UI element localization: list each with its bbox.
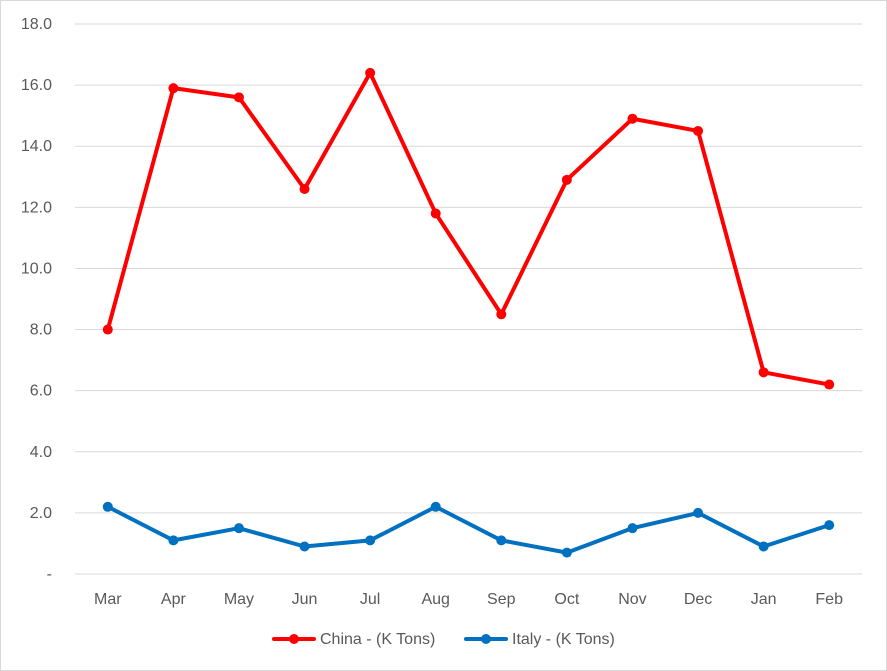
data-point — [758, 367, 769, 378]
data-point — [430, 501, 441, 512]
data-point — [496, 535, 507, 546]
x-tick-label: Jan — [751, 591, 777, 608]
data-point — [561, 547, 572, 558]
data-point — [365, 67, 376, 78]
x-tick-label: Jun — [292, 591, 318, 608]
data-point — [693, 507, 704, 518]
data-point — [102, 324, 113, 335]
data-point — [758, 541, 769, 552]
x-tick-label: Mar — [94, 591, 122, 608]
data-point — [299, 184, 310, 194]
legend-swatch-marker — [289, 634, 299, 644]
y-tick-label: 14.0 — [21, 138, 52, 155]
data-point — [824, 379, 835, 390]
legend-item: China - (K Tons) — [272, 631, 435, 648]
y-tick-label: 6.0 — [30, 383, 52, 400]
series-line — [105, 504, 832, 555]
y-tick-label: 10.0 — [21, 260, 52, 277]
y-axis-tick-labels: - 2.0 4.0 6.0 8.0 10.0 12.0 14.0 16.0 18.0 — [21, 16, 52, 583]
y-tick-label: 18.0 — [21, 16, 52, 33]
data-point — [233, 523, 244, 534]
legend-label: Italy - (K Tons) — [512, 631, 615, 648]
data-point — [365, 535, 376, 546]
data-point — [299, 541, 310, 552]
data-point — [496, 309, 507, 320]
data-point — [168, 83, 179, 94]
data-point — [233, 92, 244, 103]
y-tick-label: 4.0 — [30, 444, 52, 461]
x-tick-label: Apr — [161, 591, 187, 608]
x-tick-label: Nov — [618, 591, 646, 608]
legend-item: Italy - (K Tons) — [464, 631, 615, 648]
x-tick-label: Feb — [815, 591, 843, 608]
x-tick-label: May — [224, 591, 254, 608]
x-tick-label: Oct — [554, 591, 579, 608]
x-tick-label: Dec — [684, 591, 712, 608]
series-china — [102, 67, 835, 390]
y-tick-label: 16.0 — [21, 77, 52, 94]
x-tick-label: Sep — [487, 591, 516, 608]
data-point — [693, 125, 704, 136]
series-line — [105, 70, 832, 387]
series-italy — [102, 501, 835, 558]
x-tick-label: Aug — [421, 591, 449, 608]
legend-swatch-marker — [481, 634, 491, 644]
y-tick-label: 8.0 — [30, 322, 52, 339]
y-tick-label: 12.0 — [21, 199, 52, 216]
data-point — [627, 113, 638, 124]
data-point — [102, 501, 113, 512]
data-point — [168, 535, 179, 546]
data-point — [824, 520, 835, 531]
gridlines — [75, 23, 862, 575]
y-tick-label: 2.0 — [30, 505, 52, 522]
data-point — [561, 174, 572, 185]
legend-label: China - (K Tons) — [320, 631, 435, 648]
x-axis-tick-labels: Mar Apr May Jun Jul Aug Sep Oct Nov Dec Jan Feb — [94, 591, 843, 608]
y-tick-label: - — [47, 566, 52, 583]
data-point — [430, 208, 441, 219]
legend: China - (K Tons) Italy - (K Tons) — [272, 631, 615, 648]
x-tick-label: Jul — [360, 591, 380, 608]
series-lines — [102, 67, 835, 558]
data-point — [627, 523, 638, 534]
